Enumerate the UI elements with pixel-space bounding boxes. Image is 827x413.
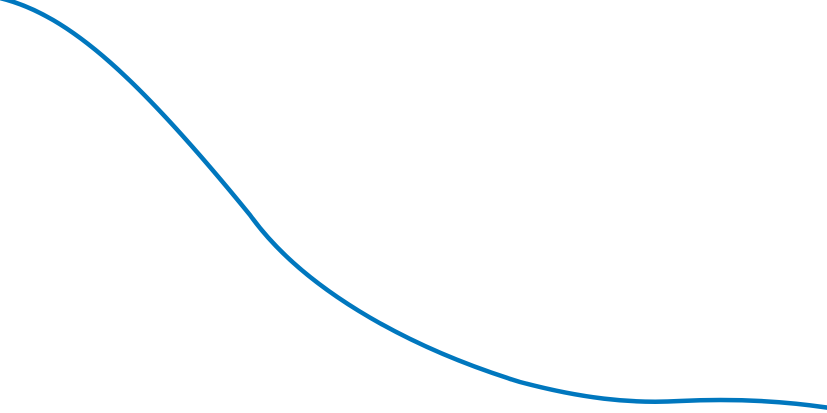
- decorative-blue-curve: [0, 0, 827, 410]
- decorative-curve-canvas: [0, 0, 827, 410]
